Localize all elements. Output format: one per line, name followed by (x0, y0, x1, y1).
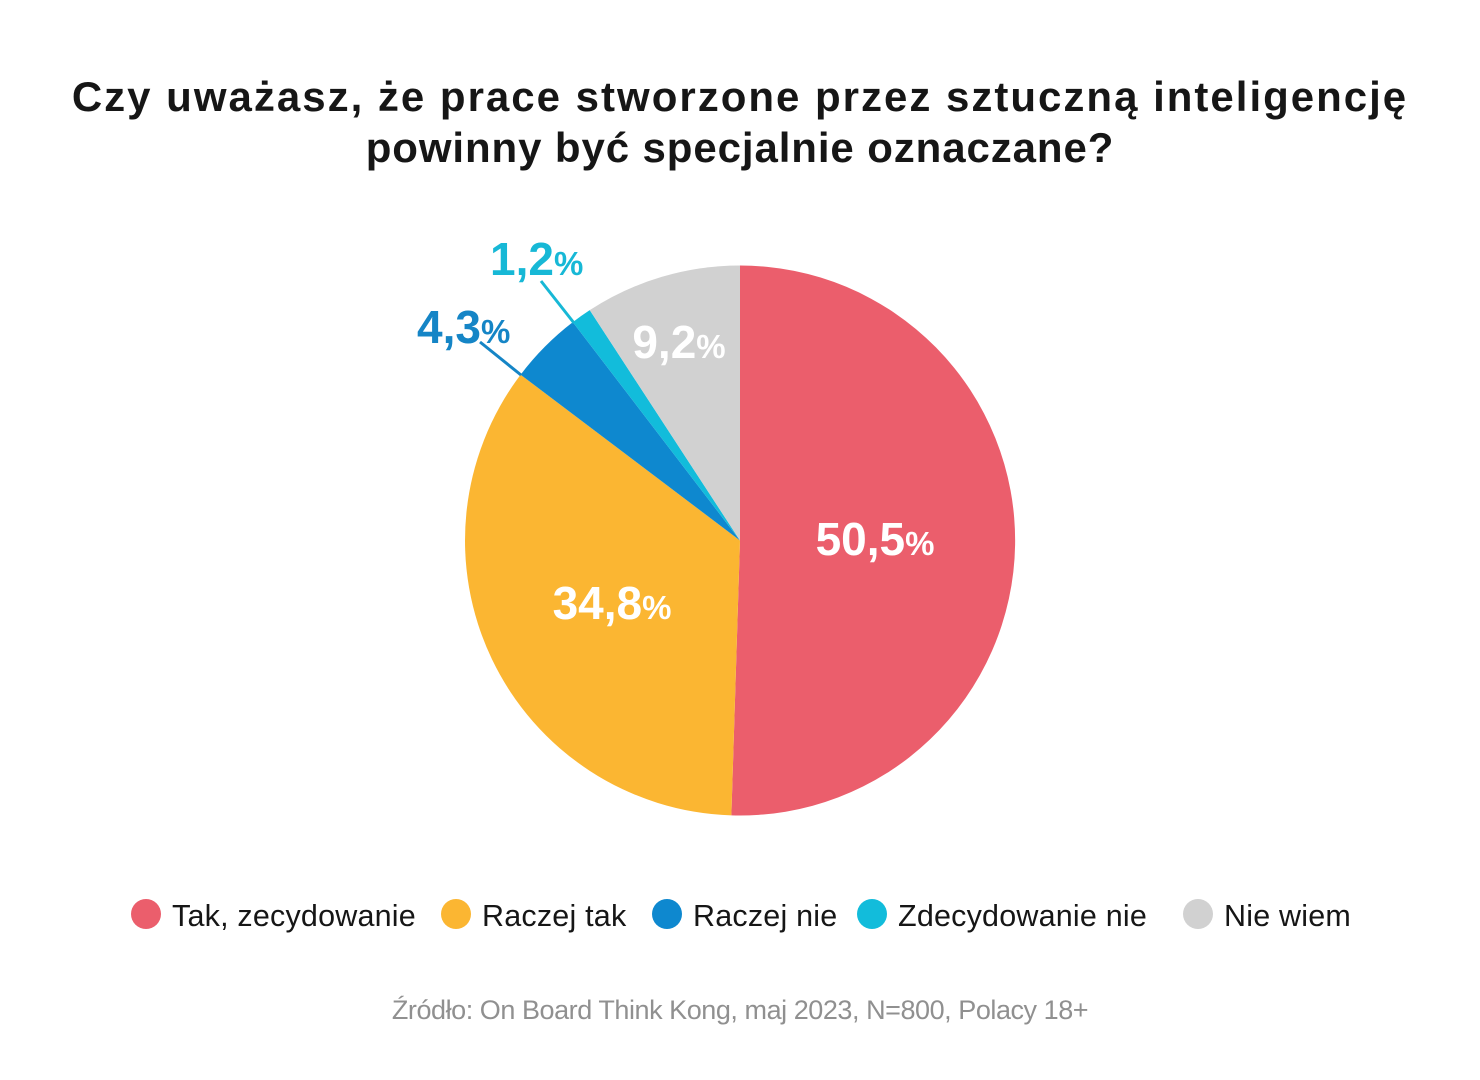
svg-text:1,2%: 1,2% (490, 233, 583, 285)
svg-text:9,2%: 9,2% (632, 316, 725, 368)
svg-text:4,3%: 4,3% (417, 301, 510, 353)
